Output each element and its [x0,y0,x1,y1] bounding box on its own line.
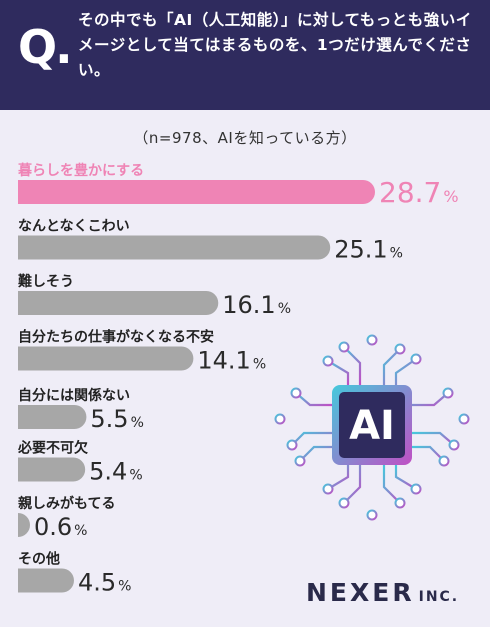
bar [18,405,87,429]
category-label: 自分には関係ない [18,387,130,404]
value-label: 5.4% [89,458,142,486]
bar [18,235,331,260]
category-label: 必要不可欠 [17,440,88,457]
bar [18,180,375,204]
brand-logo: NEXER INC. [306,578,460,607]
sample-note: （n=978、AIを知っている方） [133,129,357,147]
value-label: 16.1% [222,291,291,319]
category-label: 親しみがもてる [18,495,115,512]
value-label: 25.1% [334,236,403,264]
category-label: なんとなくこわい [18,219,130,235]
category-label: 暮らしを豊かにする [17,162,144,179]
question-header: Q. その中でも「AI（人工知能）」に対してもっとも強いイメージとして当てはまる… [0,0,490,110]
ai-chip-illustration: AI [274,334,470,521]
value-label: 4.5% [78,569,131,597]
question-text: その中でも「AI（人工知能）」に対してもっとも強いイメージとして当てはまるものを… [78,11,472,79]
value-label: 5.5% [90,405,143,433]
q-mark: Q. [18,20,73,74]
value-label: 0.6% [34,513,87,541]
bar [18,457,86,482]
bar [18,568,74,593]
bar [18,513,30,537]
ai-chip-label: AI [349,403,395,449]
category-label: 自分たちの仕事がなくなる不安 [18,329,214,346]
category-label: その他 [18,551,60,568]
value-label: 28.7% [379,176,459,209]
value-label: 14.1% [197,347,266,375]
bar [18,291,219,315]
category-label: 難しそう [18,273,74,290]
bar [18,346,194,371]
